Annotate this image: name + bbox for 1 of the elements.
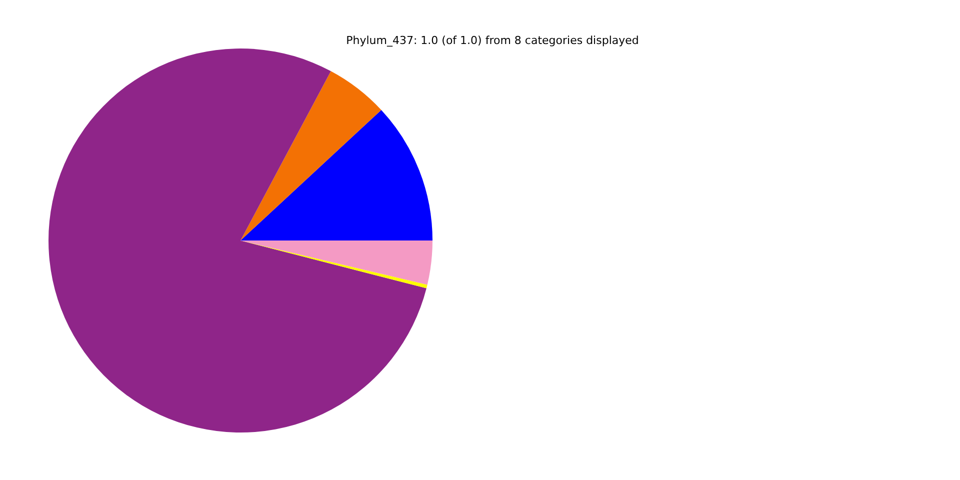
text: Phylum_437: 1.0 (of 1.0) from 8 categories displayed: [346, 34, 639, 47]
